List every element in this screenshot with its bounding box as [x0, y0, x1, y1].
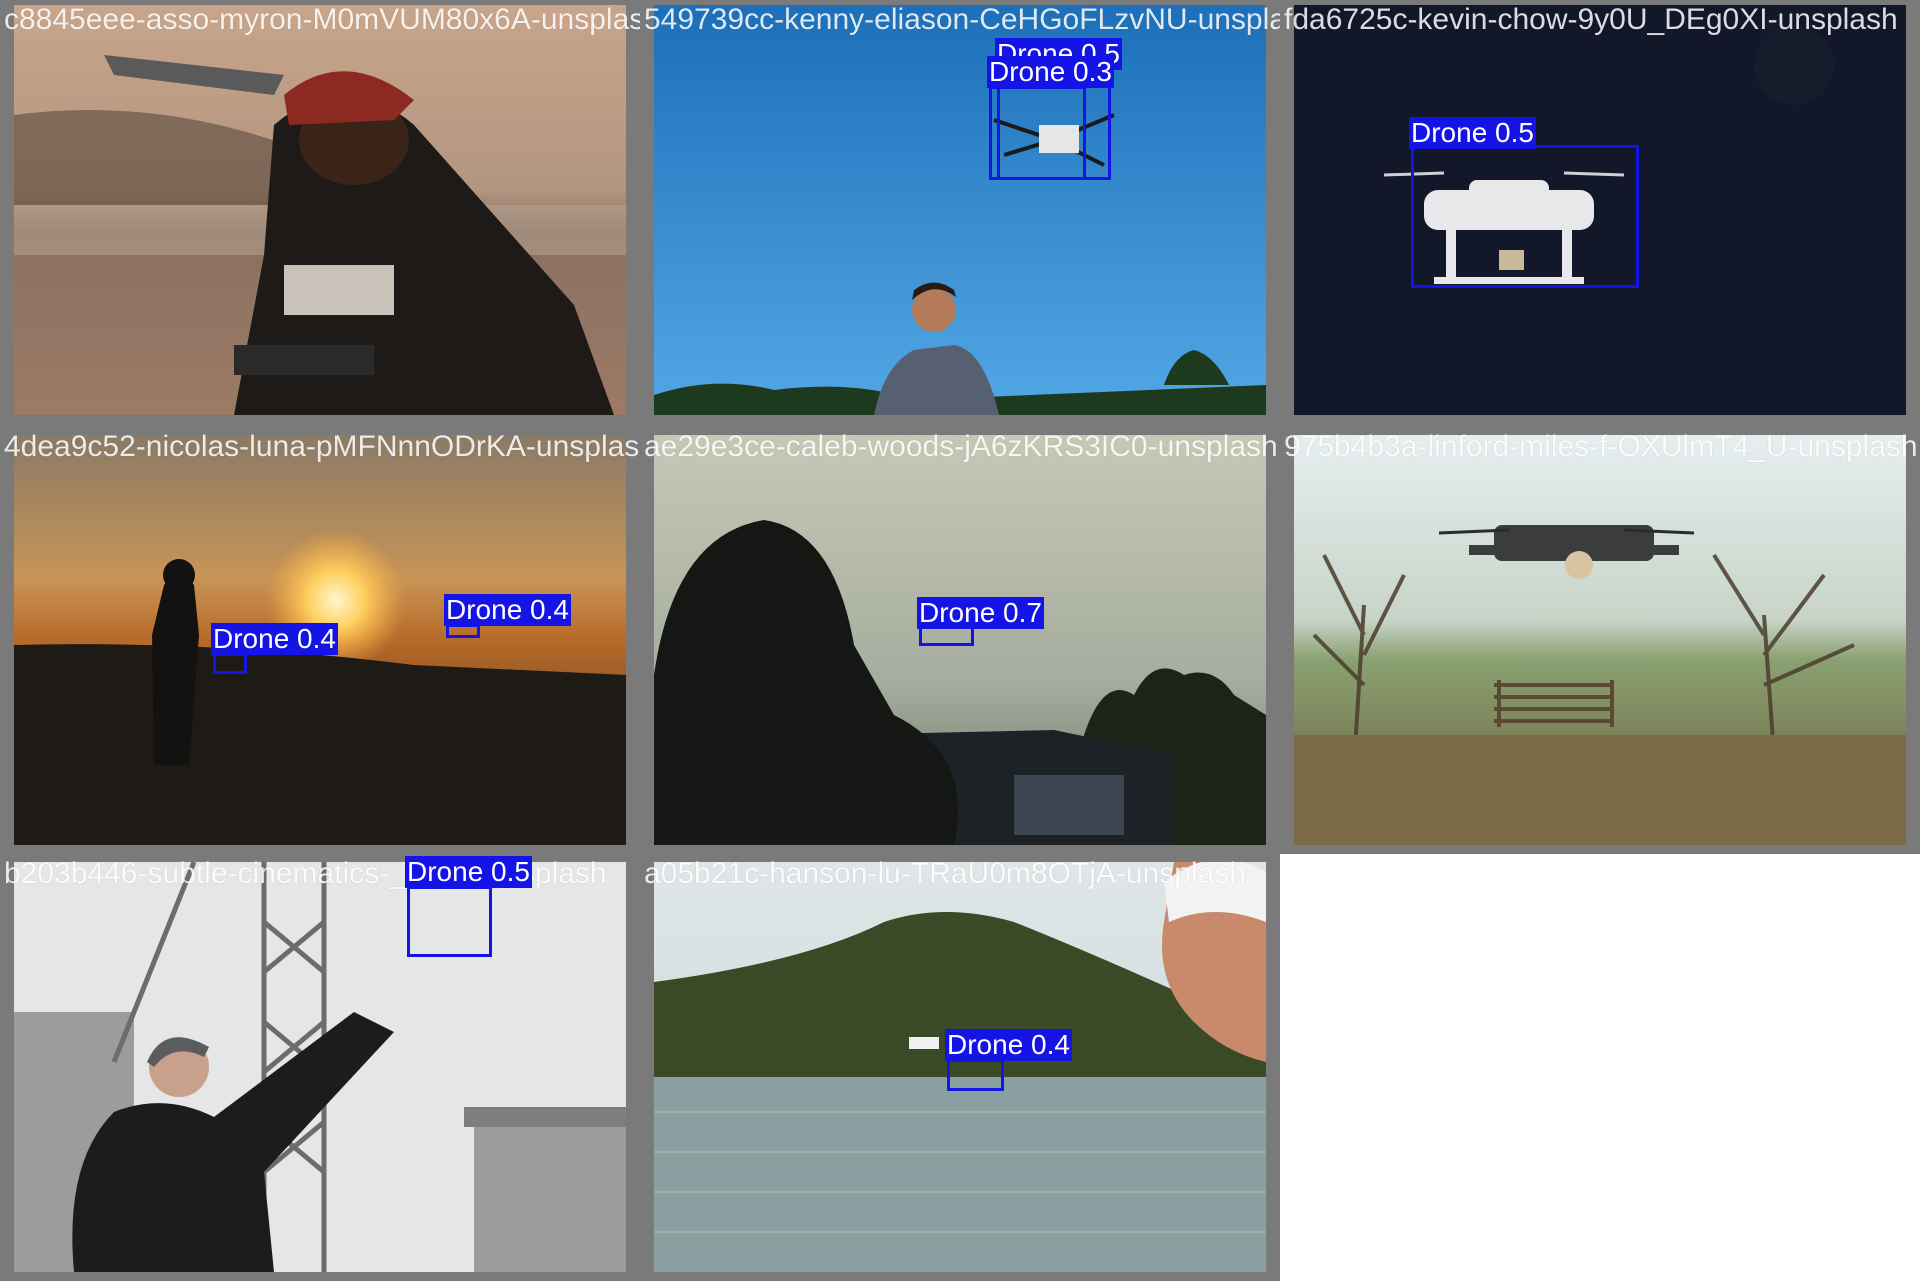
detection-label: Drone 0.3: [987, 56, 1114, 88]
tile-6: 975b4b3a-linford-miles-f-OXUlmT4_U-unspl…: [1280, 427, 1920, 854]
filename-label: a05b21c-hanson-lu-TRaU0m8OTjA-unsplash.: [644, 857, 1255, 890]
photo-6: [1294, 435, 1906, 845]
detection-label: Drone 0.4: [444, 594, 571, 626]
detection-box: [407, 886, 492, 957]
tile-1: c8845eee-asso-myron-M0mVUM80x6A-unsplash: [0, 0, 640, 427]
photo-3: [1294, 5, 1906, 415]
photo-7: [14, 862, 626, 1272]
photo-5: [654, 435, 1266, 845]
filename-label: c8845eee-asso-myron-M0mVUM80x6A-unsplash: [4, 3, 640, 36]
filename-label: fda6725c-kevin-chow-9y0U_DEg0XI-unsplash: [1284, 3, 1898, 36]
detection-box: [1411, 145, 1639, 288]
tile-7: b203b446-subtle-cinematics-_P46Y-unsplas…: [0, 854, 640, 1281]
detection-label: Drone 0.5: [405, 856, 532, 888]
photo-8: [654, 862, 1266, 1272]
detection-box: [446, 624, 480, 638]
photo-1: [14, 5, 626, 415]
detection-label: Drone 0.4: [945, 1029, 1072, 1061]
filename-label: 975b4b3a-linford-miles-f-OXUlmT4_U-unspl…: [1284, 430, 1918, 463]
tile-2: 549739cc-kenny-eliason-CeHGoFLzvNU-unspl…: [640, 0, 1280, 427]
photo-2: [654, 5, 1266, 415]
tile-8: a05b21c-hanson-lu-TRaU0m8OTjA-unsplash. …: [640, 854, 1280, 1281]
tile-4: 4dea9c52-nicolas-luna-pMFNnnODrKA-unspla…: [0, 427, 640, 854]
empty-cell: [1280, 854, 1920, 1281]
tile-3: fda6725c-kevin-chow-9y0U_DEg0XI-unsplash…: [1280, 0, 1920, 427]
detection-label: Drone 0.7: [917, 597, 1044, 629]
filename-label: 549739cc-kenny-eliason-CeHGoFLzvNU-unspl…: [644, 3, 1280, 36]
detection-label: Drone 0.5: [1409, 117, 1536, 149]
detection-label: Drone 0.4: [211, 623, 338, 655]
detection-box: [989, 86, 1086, 180]
filename-label: ae29e3ce-caleb-woods-jA6zKRS3IC0-unsplas…: [644, 430, 1278, 463]
detection-box: [213, 653, 247, 674]
filename-label: 4dea9c52-nicolas-luna-pMFNnnODrKA-unspla…: [4, 430, 640, 463]
detection-box: [947, 1059, 1004, 1091]
tile-5: ae29e3ce-caleb-woods-jA6zKRS3IC0-unsplas…: [640, 427, 1280, 854]
